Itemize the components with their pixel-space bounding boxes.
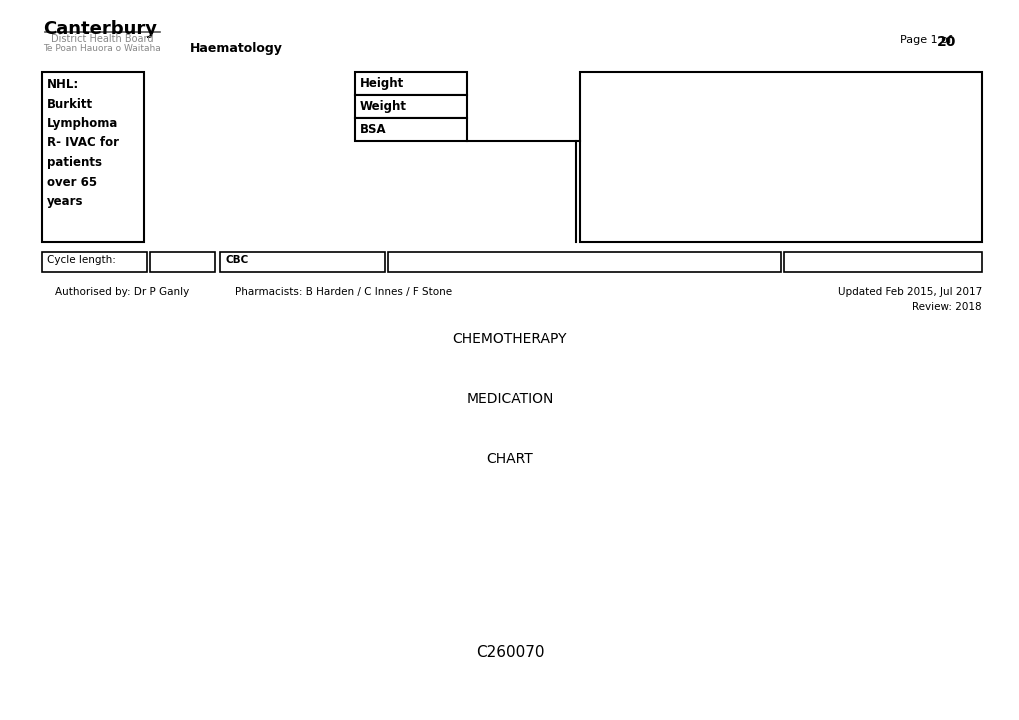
Text: Updated Feb 2015, Jul 2017: Updated Feb 2015, Jul 2017: [837, 287, 981, 297]
Text: NHL:
Burkitt
Lymphoma
R- IVAC for
patients
over 65
years: NHL: Burkitt Lymphoma R- IVAC for patien…: [47, 78, 119, 208]
Bar: [580, 72, 981, 242]
Bar: [42, 72, 144, 242]
Text: Weight: Weight: [360, 100, 407, 113]
Text: CHART: CHART: [486, 452, 533, 466]
Bar: [42, 252, 147, 272]
Text: District Health Board: District Health Board: [51, 34, 153, 44]
Text: Page 1 of: Page 1 of: [899, 35, 955, 45]
Text: 20: 20: [936, 35, 956, 49]
Text: C260070: C260070: [475, 645, 544, 660]
Text: Authorised by: Dr P Ganly: Authorised by: Dr P Ganly: [55, 287, 190, 297]
Bar: [355, 118, 467, 141]
Text: Te Poan Hauora o Waitaha: Te Poan Hauora o Waitaha: [43, 44, 161, 53]
Bar: [150, 252, 215, 272]
Text: Height: Height: [360, 77, 404, 90]
Text: Pharmacists: B Harden / C Innes / F Stone: Pharmacists: B Harden / C Innes / F Ston…: [234, 287, 451, 297]
Text: Review: 2018: Review: 2018: [911, 302, 981, 312]
Text: BSA: BSA: [360, 123, 386, 136]
Text: Haematology: Haematology: [190, 42, 282, 55]
Bar: [355, 72, 467, 95]
Bar: [355, 95, 467, 118]
Bar: [387, 252, 781, 272]
Bar: [220, 252, 384, 272]
Text: Cycle length:: Cycle length:: [47, 255, 116, 265]
Text: Canterbury: Canterbury: [43, 20, 157, 38]
Bar: [784, 252, 981, 272]
Text: CHEMOTHERAPY: CHEMOTHERAPY: [452, 332, 567, 346]
Text: CBC: CBC: [226, 255, 249, 265]
Text: MEDICATION: MEDICATION: [466, 392, 553, 406]
